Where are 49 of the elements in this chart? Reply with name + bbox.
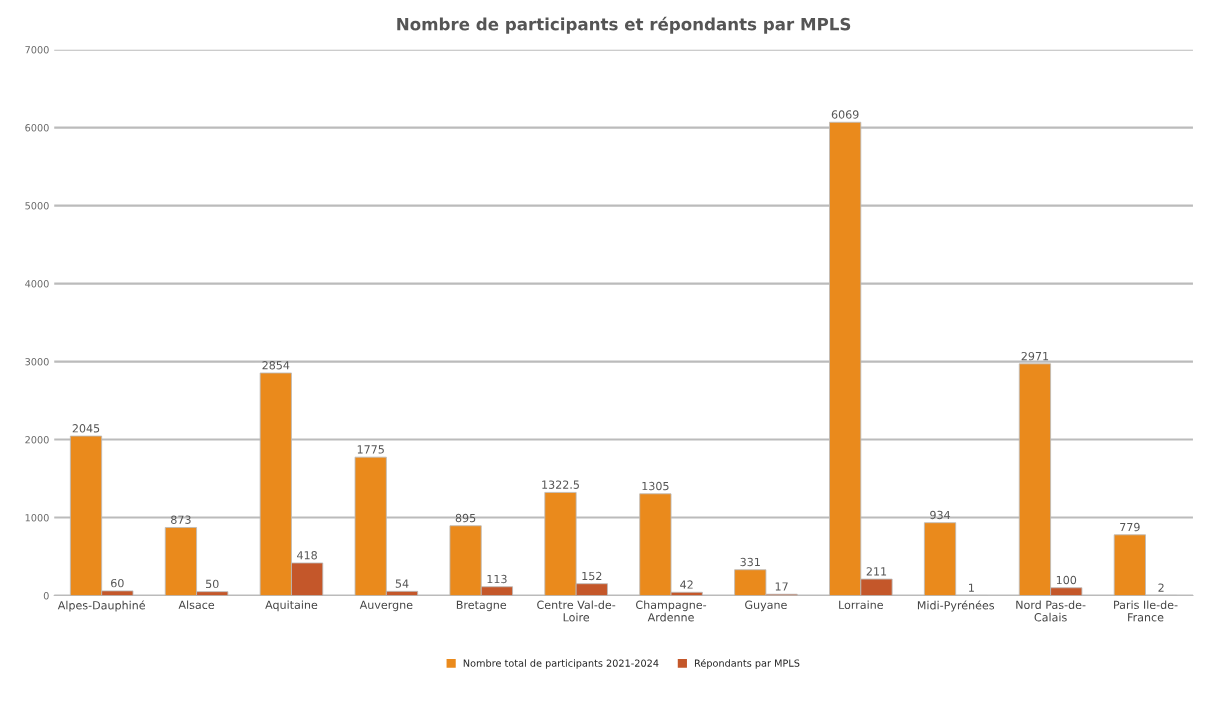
data-label: 100 [1056, 575, 1077, 585]
data-label: 1 [969, 583, 974, 592]
x-tick-label: Midi-Pyrénées [917, 600, 995, 612]
y-tick-label: 7000 [25, 46, 49, 54]
data-label: 2 [1158, 583, 1164, 592]
data-label: 42 [680, 580, 693, 589]
data-label: 6069 [831, 110, 859, 119]
data-label: 873 [171, 515, 191, 524]
y-tick-label: 5000 [25, 202, 49, 210]
y-tick-label: 6000 [25, 124, 49, 132]
x-tick-label: Champagne-Ardenne [636, 600, 707, 622]
data-label: 331 [740, 557, 760, 567]
data-label: 895 [455, 513, 476, 523]
x-tick-label: Nord Pas-de-Calais [1016, 600, 1086, 622]
x-tick-label: Alpes-Dauphiné [57, 600, 145, 612]
x-tick-label: Guyane [745, 600, 787, 612]
legend-label: Répondants par MPLS [694, 658, 800, 669]
x-tick-label: Alsace [178, 600, 215, 610]
data-label: 1305 [642, 481, 669, 491]
y-tick-label: 1000 [25, 514, 49, 522]
data-label: 1775 [357, 445, 384, 454]
x-tick-label: Paris Ile-de-France [1114, 600, 1178, 622]
legend-label: Nombre total de participants 2021-2024 [463, 659, 659, 669]
data-label: 779 [1120, 522, 1140, 532]
y-tick-label: 3000 [25, 358, 49, 366]
data-label: 2854 [262, 361, 290, 370]
data-label: 418 [297, 551, 317, 560]
x-tick-label: Bretagne [456, 600, 507, 612]
bar [1113, 534, 1146, 596]
data-label: 54 [395, 579, 409, 588]
x-tick-label: Aquitaine [265, 600, 318, 612]
data-label: 113 [487, 574, 507, 584]
y-tick-label: 4000 [25, 280, 49, 288]
data-label: 934 [930, 510, 951, 520]
y-tick-label: 0 [43, 592, 49, 600]
data-label: 211 [866, 567, 887, 576]
bar [923, 522, 957, 596]
x-tick-label: Auvergne [359, 600, 413, 612]
data-label: 1322.5 [542, 480, 579, 489]
data-label: 2971 [1021, 351, 1049, 361]
chart-title: Nombre de participants et répondants par MPLS [397, 16, 851, 34]
data-label: 2045 [72, 424, 100, 433]
y-tick-label: 2000 [25, 436, 49, 444]
data-label: 50 [206, 579, 219, 589]
data-label: 17 [775, 582, 788, 591]
data-label: 60 [111, 578, 124, 588]
x-tick-label: Centre Val-de-Loire [537, 600, 616, 622]
data-label: 152 [582, 571, 602, 581]
x-tick-label: Lorraine [839, 600, 883, 610]
